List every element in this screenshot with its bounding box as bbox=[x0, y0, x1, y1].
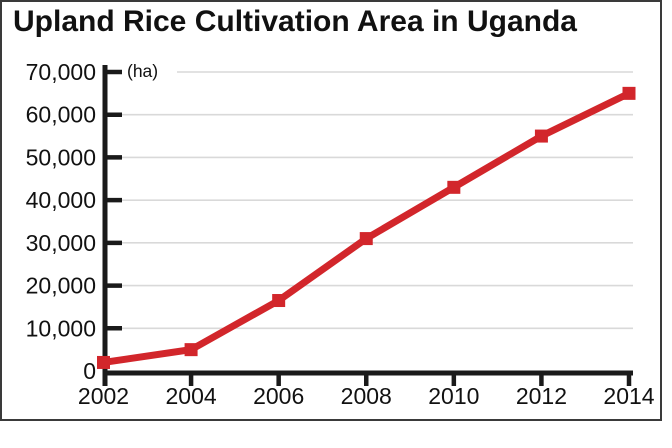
data-point-marker bbox=[622, 86, 636, 100]
y-axis-tick-label: 70,000 bbox=[26, 59, 96, 85]
axis-labels-group: 0 10,000 20,000 30,000 40,000 50,000 60,000 70,… bbox=[26, 59, 655, 409]
y-axis-tick-label: 60,000 bbox=[26, 102, 96, 128]
data-series-group bbox=[97, 86, 636, 369]
x-axis-tick-label: 2004 bbox=[165, 383, 216, 409]
data-point-marker bbox=[534, 129, 548, 143]
data-point-marker bbox=[272, 294, 286, 308]
x-axis-tick-label: 2012 bbox=[516, 383, 567, 409]
data-point-marker bbox=[359, 232, 373, 246]
x-axis-tick-label: 2010 bbox=[428, 383, 479, 409]
data-line bbox=[102, 90, 631, 366]
y-axis-tick-label: 50,000 bbox=[26, 144, 96, 170]
y-axis-tick-label: 20,000 bbox=[26, 273, 96, 299]
data-point-marker bbox=[447, 180, 461, 194]
y-axis-tick-label: 10,000 bbox=[26, 315, 96, 341]
y-axis-tick-label: 0 bbox=[83, 358, 96, 384]
y-axis-tick-label: 40,000 bbox=[26, 187, 96, 213]
x-axis-tick-label: 2014 bbox=[603, 383, 654, 409]
data-point-marker bbox=[184, 343, 198, 357]
x-axis-tick-label: 2002 bbox=[78, 383, 129, 409]
y-axis-tick-label: 30,000 bbox=[26, 230, 96, 256]
data-point-marker bbox=[97, 355, 110, 369]
chart-title: Upland Rice Cultivation Area in Uganda bbox=[13, 5, 577, 38]
axes-group bbox=[102, 65, 633, 386]
gridlines-group bbox=[107, 71, 633, 330]
y-axis-unit-label: (ha) bbox=[127, 61, 158, 81]
x-axis-tick-label: 2008 bbox=[341, 383, 392, 409]
x-axis-tick-label: 2006 bbox=[253, 383, 304, 409]
